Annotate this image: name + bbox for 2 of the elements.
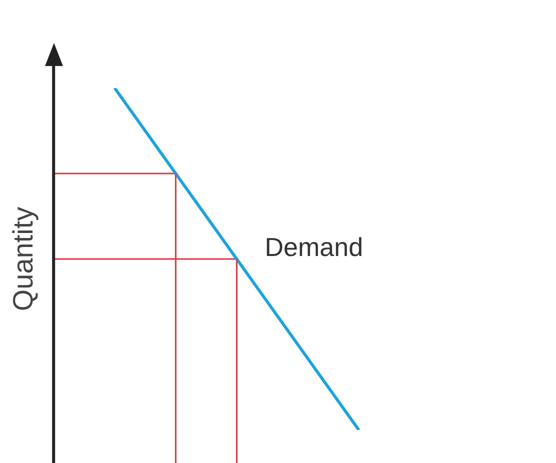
y-axis-title: Quantity — [8, 206, 39, 312]
annotation: Demand — [264, 232, 364, 262]
